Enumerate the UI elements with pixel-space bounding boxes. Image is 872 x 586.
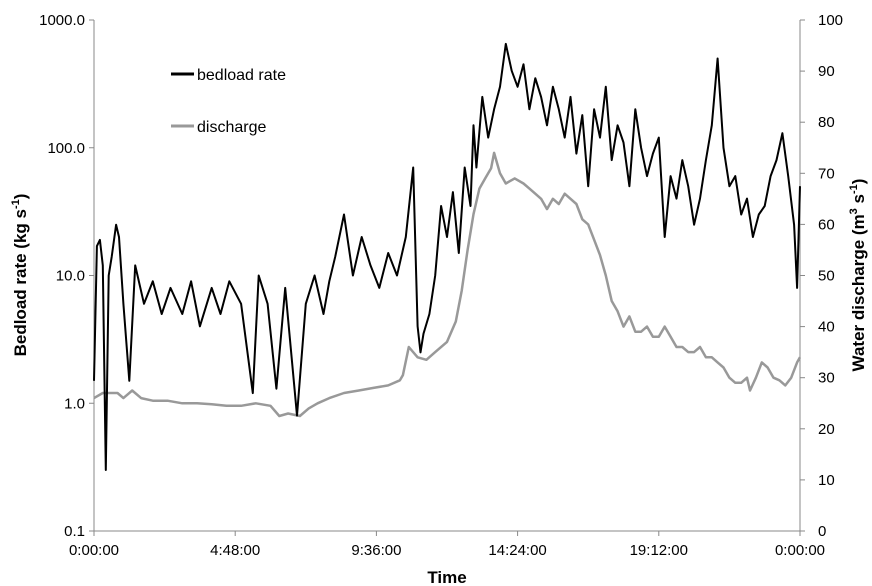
x-ticks: 0:00:00 4:48:00 9:36:00 14:24:00 19:12:00 0:0… — [69, 531, 825, 559]
x-tick-label: 9:36:00 — [351, 542, 401, 559]
series-line-bedload-rate — [93, 42, 801, 471]
right-y-tick-label: 0 — [818, 523, 826, 540]
right-y-tick-label: 30 — [818, 370, 835, 387]
left-y-tick-label: 100.0 — [47, 140, 85, 157]
right-y-tick-label: 10 — [818, 472, 835, 489]
right-y-tick-label: 60 — [818, 216, 835, 233]
x-tick-label: 0:00:00 — [69, 542, 119, 559]
right-y-tick-label: 50 — [818, 268, 835, 285]
left-y-axis-title: Bedload rate (kg s-1) — [10, 194, 30, 357]
x-tick-label: 0:00:00 — [775, 542, 825, 559]
right-y-tick-label: 20 — [818, 421, 835, 438]
legend-label-bedload-rate: bedload rate — [197, 67, 286, 84]
x-tick-label: 4:48:00 — [210, 542, 260, 559]
left-y-tick-label: 1000.0 — [39, 12, 85, 29]
x-tick-label: 14:24:00 — [488, 542, 546, 559]
left-y-tick-label: 10.0 — [56, 268, 85, 285]
right-y-tick-label: 40 — [818, 319, 835, 336]
legend-label-discharge: discharge — [197, 119, 266, 136]
left-y-tick-label: 0.1 — [64, 523, 85, 540]
x-axis-title: Time — [427, 568, 466, 586]
right-y-axis-title: Water discharge (m3 s-1) — [848, 179, 868, 372]
legend: bedload rate discharge — [171, 67, 286, 136]
left-y-tick-label: 1.0 — [64, 395, 85, 412]
series-line-discharge — [93, 151, 802, 418]
x-tick-label: 19:12:00 — [630, 542, 688, 559]
right-y-tick-label: 100 — [818, 12, 843, 29]
left-y-ticks: 1000.0 100.0 10.0 1.0 0.1 — [39, 12, 94, 540]
right-y-tick-label: 90 — [818, 63, 835, 80]
right-y-tick-label: 70 — [818, 165, 835, 182]
right-y-tick-label: 80 — [818, 114, 835, 131]
